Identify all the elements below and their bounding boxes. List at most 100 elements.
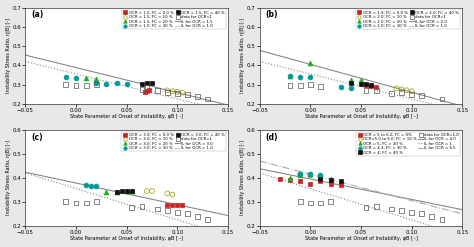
Point: [296, 83, 304, 87]
Point: [408, 89, 415, 93]
Point: [82, 201, 90, 205]
Point: [88, 184, 95, 188]
Point: [128, 189, 136, 193]
Point: [327, 200, 334, 204]
Point: [418, 93, 426, 97]
Point: [92, 184, 100, 188]
Point: [438, 218, 446, 222]
Point: [317, 179, 324, 183]
Point: [388, 207, 395, 211]
Legend: OCR = 5 to 6.2; FC = 0%, OCR=5.0 to 6.0; FC = 10 %, OCR = 5; FC = 20 %, OCR = 4.: OCR = 5 to 6.2; FC = 0%, OCR=5.0 to 6.0;…: [356, 132, 460, 156]
Point: [317, 201, 324, 205]
Point: [173, 90, 181, 94]
Point: [296, 172, 304, 176]
Point: [428, 214, 436, 218]
Point: [128, 189, 136, 193]
Point: [307, 173, 314, 177]
Point: [138, 205, 146, 209]
Point: [276, 177, 283, 181]
Point: [327, 178, 334, 182]
Point: [164, 204, 171, 207]
Point: [92, 82, 100, 86]
Point: [62, 200, 70, 204]
Text: (a): (a): [31, 10, 44, 20]
Point: [194, 214, 201, 218]
Legend: OCR = 1.9; FC = 0.0 %, OCR = 2.0; FC = 10 %, OCR = 2.0; FC = 20 %, OCR = 2.0; FC: OCR = 1.9; FC = 0.0 %, OCR = 2.0; FC = 1…: [356, 9, 460, 29]
Point: [92, 77, 100, 81]
Point: [362, 83, 370, 87]
Point: [82, 83, 90, 87]
Point: [286, 74, 294, 78]
Point: [307, 182, 314, 186]
Point: [408, 211, 415, 215]
Point: [82, 183, 90, 187]
Point: [143, 81, 151, 84]
Point: [317, 175, 324, 179]
Text: (c): (c): [31, 133, 43, 142]
Point: [194, 94, 201, 98]
Point: [296, 200, 304, 204]
Point: [143, 86, 151, 90]
Legend: OCR = 3.0; FC = 0.0 %, OCR = 3.0; FC = 10 %, OCR = 3.0; FC = 20 %, OCR = 3.0; FC: OCR = 3.0; FC = 0.0 %, OCR = 3.0; FC = 1…: [121, 132, 226, 151]
Point: [337, 85, 345, 89]
Point: [164, 88, 171, 92]
Point: [92, 200, 100, 204]
Point: [169, 89, 176, 93]
Point: [138, 82, 146, 85]
Point: [184, 92, 191, 96]
Point: [286, 176, 294, 180]
Point: [347, 78, 355, 82]
Text: (d): (d): [265, 133, 278, 142]
Point: [164, 191, 171, 195]
Point: [357, 82, 365, 85]
Point: [296, 172, 304, 176]
Point: [327, 182, 334, 186]
Point: [398, 90, 405, 94]
Point: [362, 88, 370, 92]
Point: [373, 88, 380, 92]
Point: [173, 204, 181, 207]
Point: [143, 189, 151, 193]
Point: [148, 189, 156, 193]
Point: [307, 82, 314, 86]
Point: [296, 179, 304, 183]
Point: [362, 206, 370, 210]
Point: [128, 206, 136, 210]
Point: [123, 189, 130, 193]
X-axis label: State Parameter at Onset of Instability, ψB [ -]: State Parameter at Onset of Instability,…: [70, 236, 183, 242]
Point: [388, 91, 395, 95]
X-axis label: State Parameter at Onset of Instability, ψB [ -]: State Parameter at Onset of Instability,…: [304, 236, 418, 242]
Point: [296, 75, 304, 79]
Point: [103, 190, 110, 194]
Point: [373, 85, 380, 89]
Point: [362, 82, 370, 85]
Point: [164, 90, 171, 94]
Point: [347, 81, 355, 84]
Point: [307, 62, 314, 65]
Point: [337, 179, 345, 183]
Point: [62, 82, 70, 86]
Point: [148, 81, 156, 84]
Point: [438, 97, 446, 101]
Point: [398, 208, 405, 212]
Point: [317, 175, 324, 179]
Point: [154, 207, 161, 211]
Point: [337, 183, 345, 187]
Point: [113, 81, 120, 84]
Point: [103, 82, 110, 85]
Point: [113, 190, 120, 194]
Point: [173, 211, 181, 215]
Point: [296, 173, 304, 177]
Point: [418, 212, 426, 216]
Point: [145, 88, 153, 92]
Point: [92, 81, 100, 84]
Point: [286, 178, 294, 182]
Point: [141, 90, 149, 94]
Point: [286, 74, 294, 78]
X-axis label: State Parameter at Onset of Instability, ψB [ -]: State Parameter at Onset of Instability,…: [304, 114, 418, 119]
Point: [307, 172, 314, 176]
Point: [307, 172, 314, 176]
Point: [62, 75, 70, 79]
Y-axis label: Instability Stress Ratio, η|B| [-]: Instability Stress Ratio, η|B| [-]: [240, 140, 245, 215]
Point: [317, 177, 324, 181]
